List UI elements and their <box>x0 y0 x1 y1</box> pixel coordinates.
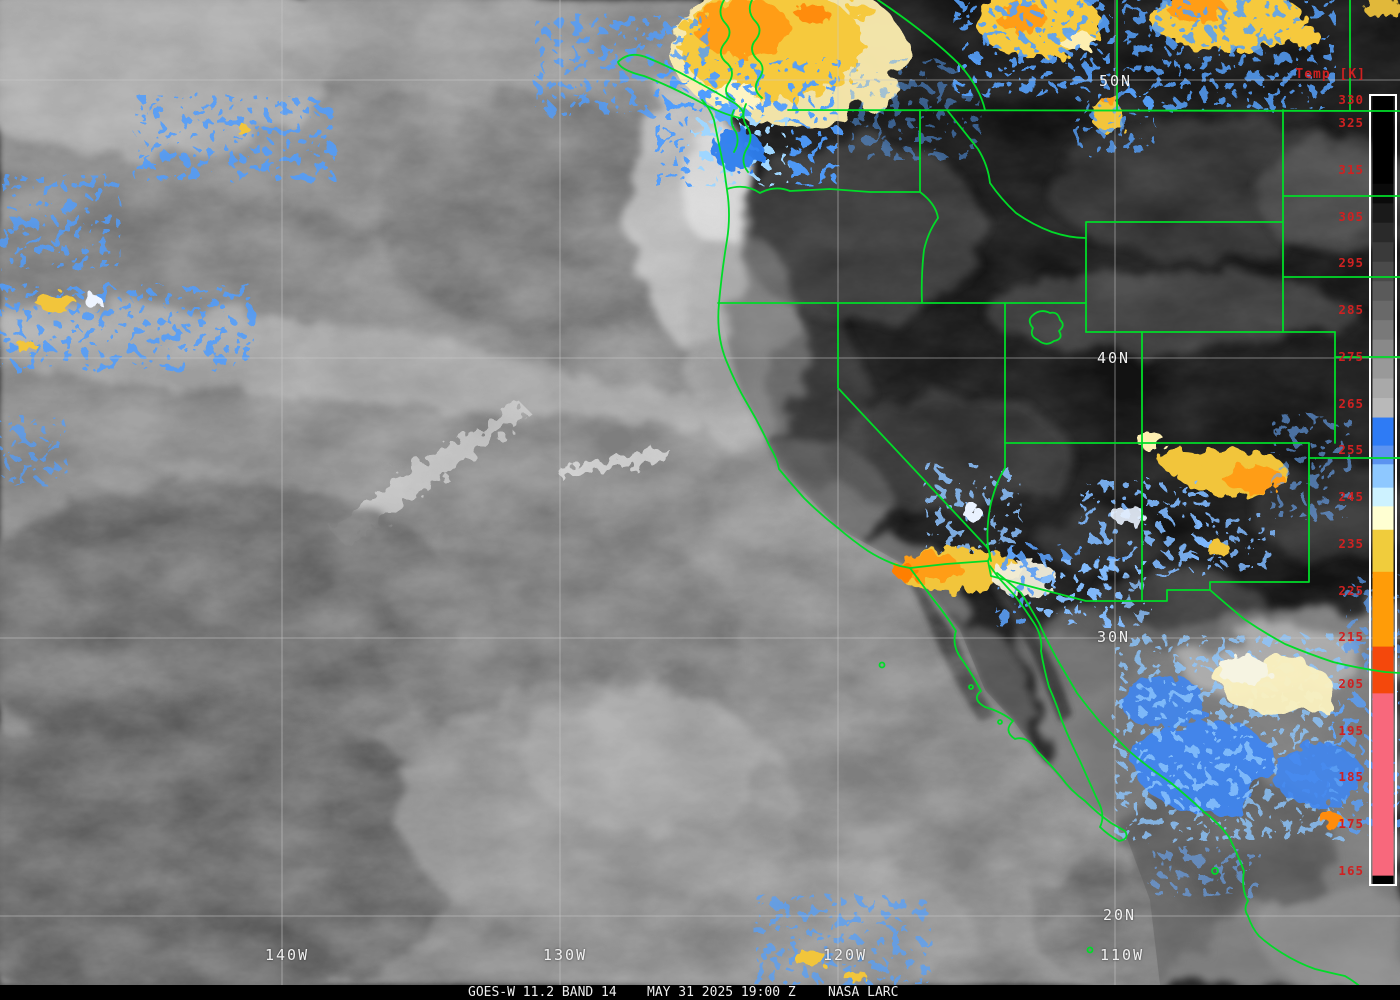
datetime-label: MAY 31 2025 19:00 Z <box>647 985 796 1000</box>
puget-sound <box>742 103 752 173</box>
lon-label: 130W <box>543 946 588 964</box>
colorbar-tick: 185 <box>1338 769 1364 785</box>
colorbar-tick: 265 <box>1338 395 1364 411</box>
socorro-island <box>1086 946 1094 954</box>
colorbar-tick: 195 <box>1338 722 1364 738</box>
colorbar-tick: 245 <box>1338 489 1364 504</box>
colorbar-tick: 205 <box>1338 675 1364 691</box>
lat-label: 20N <box>1103 906 1137 924</box>
colorbar-tick: 325 <box>1338 115 1364 131</box>
lat-label: 50N <box>1099 72 1133 90</box>
or-id-border <box>919 191 939 304</box>
wyoming-borders <box>1085 109 1284 333</box>
nv-az-colorado-river <box>986 442 1006 562</box>
us-canada-border <box>787 109 1400 112</box>
great-salt-lake <box>1028 310 1064 345</box>
lat-label: 30N <box>1097 628 1131 646</box>
map-borders <box>617 0 1400 985</box>
colorbar-tick: 305 <box>1338 208 1364 224</box>
colorbar-tick: 225 <box>1338 582 1364 598</box>
bc-ab-border <box>877 0 986 111</box>
credit-label: NASA LARC <box>828 985 899 1000</box>
us-mexico-border <box>909 560 1211 602</box>
colorbar-tick: 165 <box>1338 862 1364 878</box>
baja-island <box>968 684 974 690</box>
colorbar-tick: 175 <box>1338 816 1364 832</box>
cedros-island <box>997 719 1003 725</box>
colorbar-title: Temp [K] <box>1295 67 1366 82</box>
mexico-coastline <box>996 572 1360 985</box>
lat-label: 40N <box>1097 349 1131 367</box>
product-label: GOES-W 11.2 BAND 14 <box>468 985 617 1000</box>
colorbar-tick: 275 <box>1338 348 1364 364</box>
hood-canal <box>730 109 739 153</box>
colorbar-tick: 255 <box>1338 442 1364 458</box>
colorbar-tick: 215 <box>1338 629 1364 645</box>
id-mt-border <box>946 109 1087 239</box>
bc-fjords-2 <box>748 0 764 99</box>
colorbar-tick: 330 <box>1338 91 1364 107</box>
colorbar-frame <box>1369 94 1397 886</box>
islas-marias <box>1211 867 1219 875</box>
nm-tx-border <box>1209 457 1310 591</box>
wa-or-border <box>726 185 921 194</box>
caption-bar: GOES-W 11.2 BAND 14 MAY 31 2025 19:00 Z … <box>0 985 1400 1000</box>
lon-label: 120W <box>823 946 868 964</box>
pacific-coastline <box>701 99 1128 842</box>
colorbar-gradient <box>1372 95 1394 886</box>
rio-grande-border <box>1209 589 1400 674</box>
colorbar-tick: 285 <box>1338 302 1364 318</box>
lon-label: 110W <box>1100 946 1145 964</box>
colorbar-tick: 295 <box>1338 255 1364 271</box>
bc-fjords <box>719 0 735 101</box>
colorbar-tick: 315 <box>1338 161 1364 177</box>
guadalupe-island <box>878 661 886 669</box>
lon-label: 140W <box>265 946 310 964</box>
colorbar-tick: 235 <box>1338 535 1364 551</box>
